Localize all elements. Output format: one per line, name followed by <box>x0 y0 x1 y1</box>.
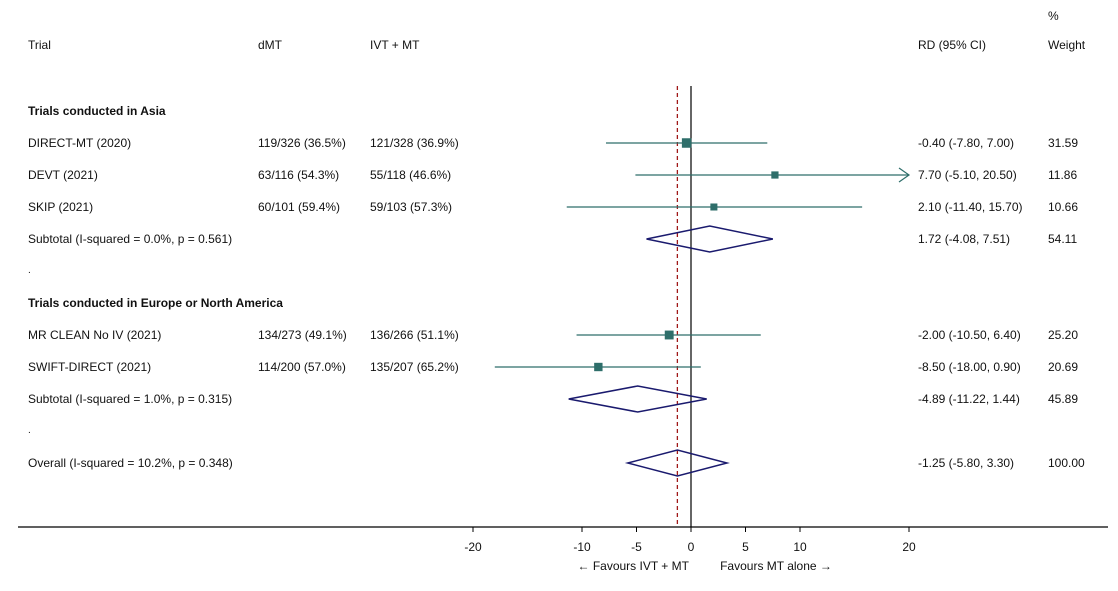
weight-value: 10.66 <box>1048 200 1079 214</box>
header-ivt-mt: IVT + MT <box>370 38 420 52</box>
point-estimate-marker <box>771 171 779 179</box>
subtotal-label: Subtotal (I-squared = 1.0%, p = 0.315) <box>28 392 233 406</box>
header-rd-ci: RD (95% CI) <box>918 38 987 52</box>
weight-value: 20.69 <box>1048 360 1079 374</box>
trial-name: MR CLEAN No IV (2021) <box>28 328 162 342</box>
x-axis-ticks: -20 -10 -5 0 5 10 20 <box>464 527 916 554</box>
x-tick-label: 5 <box>742 540 749 554</box>
spacer-dot: . <box>28 265 31 276</box>
weight-value: 25.20 <box>1048 328 1079 342</box>
dmt-events: 134/273 (49.1%) <box>258 328 347 342</box>
x-tick-label: 0 <box>688 540 695 554</box>
overall-diamond <box>624 449 730 477</box>
ivt-events: 121/328 (36.9%) <box>370 136 459 150</box>
point-estimate-marker <box>594 362 603 372</box>
group-title-europe-na: Trials conducted in Europe or North Amer… <box>28 296 283 310</box>
subtotal-diamond <box>568 385 707 413</box>
subtotal-diamond <box>646 225 774 253</box>
ivt-events: 136/266 (51.1%) <box>370 328 459 342</box>
spacer-dot: . <box>28 425 31 436</box>
ivt-events: 59/103 (57.3%) <box>370 200 453 214</box>
header-percent: % <box>1048 9 1059 23</box>
trial-name: DEVT (2021) <box>28 168 98 182</box>
group-title-asia: Trials conducted in Asia <box>28 104 166 118</box>
x-tick-label: 20 <box>902 540 916 554</box>
dmt-events: 119/326 (36.5%) <box>258 136 346 150</box>
header-weight: Weight <box>1048 38 1086 52</box>
rd-value: -0.40 (-7.80, 7.00) <box>918 136 1015 150</box>
subtotal-rd-value: 1.72 (-4.08, 7.51) <box>918 232 1011 246</box>
favours-left-label: ← Favours IVT + MT <box>577 559 689 573</box>
point-estimate-marker <box>681 138 692 148</box>
dmt-events: 114/200 (57.0%) <box>258 360 346 374</box>
header-trial: Trial <box>28 38 51 52</box>
trial-name: SWIFT-DIRECT (2021) <box>28 360 152 374</box>
x-tick-label: -10 <box>573 540 591 554</box>
x-tick-label: 10 <box>793 540 807 554</box>
trial-name: SKIP (2021) <box>28 200 94 214</box>
ci-arrow <box>898 167 911 183</box>
rd-value: 2.10 (-11.40, 15.70) <box>918 200 1023 214</box>
subtotal-rd-value: -4.89 (-11.22, 1.44) <box>918 392 1020 406</box>
favours-right-label: Favours MT alone → <box>720 559 832 573</box>
rd-value: -2.00 (-10.50, 6.40) <box>918 328 1021 342</box>
overall-label: Overall (I-squared = 10.2%, p = 0.348) <box>28 456 233 470</box>
point-estimate-marker <box>710 203 718 211</box>
ivt-events: 135/207 (65.2%) <box>370 360 459 374</box>
x-tick-label: -5 <box>631 540 642 554</box>
subtotal-weight-value: 45.89 <box>1048 392 1079 406</box>
overall-rd-value: -1.25 (-5.80, 3.30) <box>918 456 1015 470</box>
dmt-events: 60/101 (59.4%) <box>258 200 341 214</box>
subtotal-label: Subtotal (I-squared = 0.0%, p = 0.561) <box>28 232 233 246</box>
rd-value: -8.50 (-18.00, 0.90) <box>918 360 1021 374</box>
point-estimate-marker <box>664 330 674 340</box>
subtotal-weight-value: 54.11 <box>1048 232 1078 246</box>
dmt-events: 63/116 (54.3%) <box>258 168 340 182</box>
weight-value: 11.86 <box>1048 168 1078 182</box>
forest-marks <box>494 138 911 477</box>
trial-name: DIRECT-MT (2020) <box>28 136 132 150</box>
overall-weight-value: 100.00 <box>1048 456 1085 470</box>
header-dmt: dMT <box>258 38 282 52</box>
x-tick-label: -20 <box>464 540 482 554</box>
rd-value: 7.70 (-5.10, 20.50) <box>918 168 1017 182</box>
ivt-events: 55/118 (46.6%) <box>370 168 452 182</box>
weight-value: 31.59 <box>1048 136 1079 150</box>
